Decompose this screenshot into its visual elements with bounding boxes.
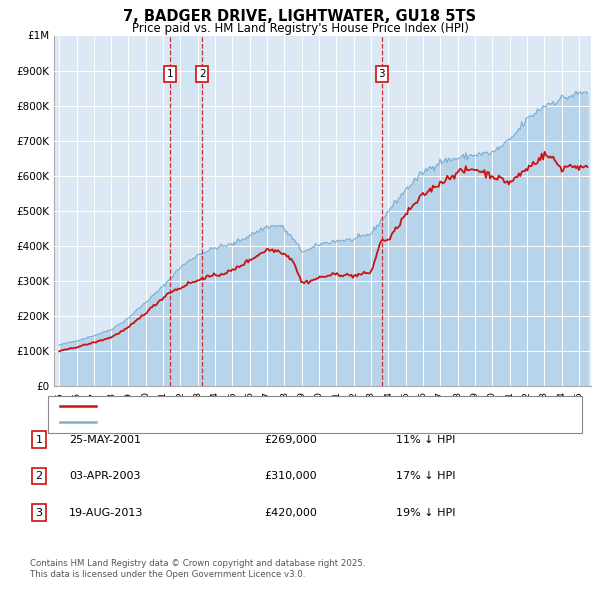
- Text: 7, BADGER DRIVE, LIGHTWATER, GU18 5TS: 7, BADGER DRIVE, LIGHTWATER, GU18 5TS: [124, 9, 476, 24]
- Text: 2: 2: [199, 69, 205, 79]
- Text: 2: 2: [35, 471, 43, 481]
- Text: 19-AUG-2013: 19-AUG-2013: [69, 508, 143, 517]
- Text: £310,000: £310,000: [264, 471, 317, 481]
- Text: 1: 1: [35, 435, 43, 444]
- Text: 19% ↓ HPI: 19% ↓ HPI: [396, 508, 455, 517]
- Text: 3: 3: [35, 508, 43, 517]
- Text: 1: 1: [166, 69, 173, 79]
- Text: 7, BADGER DRIVE, LIGHTWATER, GU18 5TS (detached house): 7, BADGER DRIVE, LIGHTWATER, GU18 5TS (d…: [102, 401, 408, 411]
- Text: This data is licensed under the Open Government Licence v3.0.: This data is licensed under the Open Gov…: [30, 571, 305, 579]
- Text: 11% ↓ HPI: 11% ↓ HPI: [396, 435, 455, 444]
- Text: 17% ↓ HPI: 17% ↓ HPI: [396, 471, 455, 481]
- Text: HPI: Average price, detached house, Surrey Heath: HPI: Average price, detached house, Surr…: [102, 418, 352, 427]
- Text: 3: 3: [379, 69, 385, 79]
- Text: 25-MAY-2001: 25-MAY-2001: [69, 435, 141, 444]
- Text: 03-APR-2003: 03-APR-2003: [69, 471, 140, 481]
- Text: £269,000: £269,000: [264, 435, 317, 444]
- Text: Price paid vs. HM Land Registry's House Price Index (HPI): Price paid vs. HM Land Registry's House …: [131, 22, 469, 35]
- Bar: [170, 35, 202, 386]
- Text: £420,000: £420,000: [264, 508, 317, 517]
- Text: Contains HM Land Registry data © Crown copyright and database right 2025.: Contains HM Land Registry data © Crown c…: [30, 559, 365, 568]
